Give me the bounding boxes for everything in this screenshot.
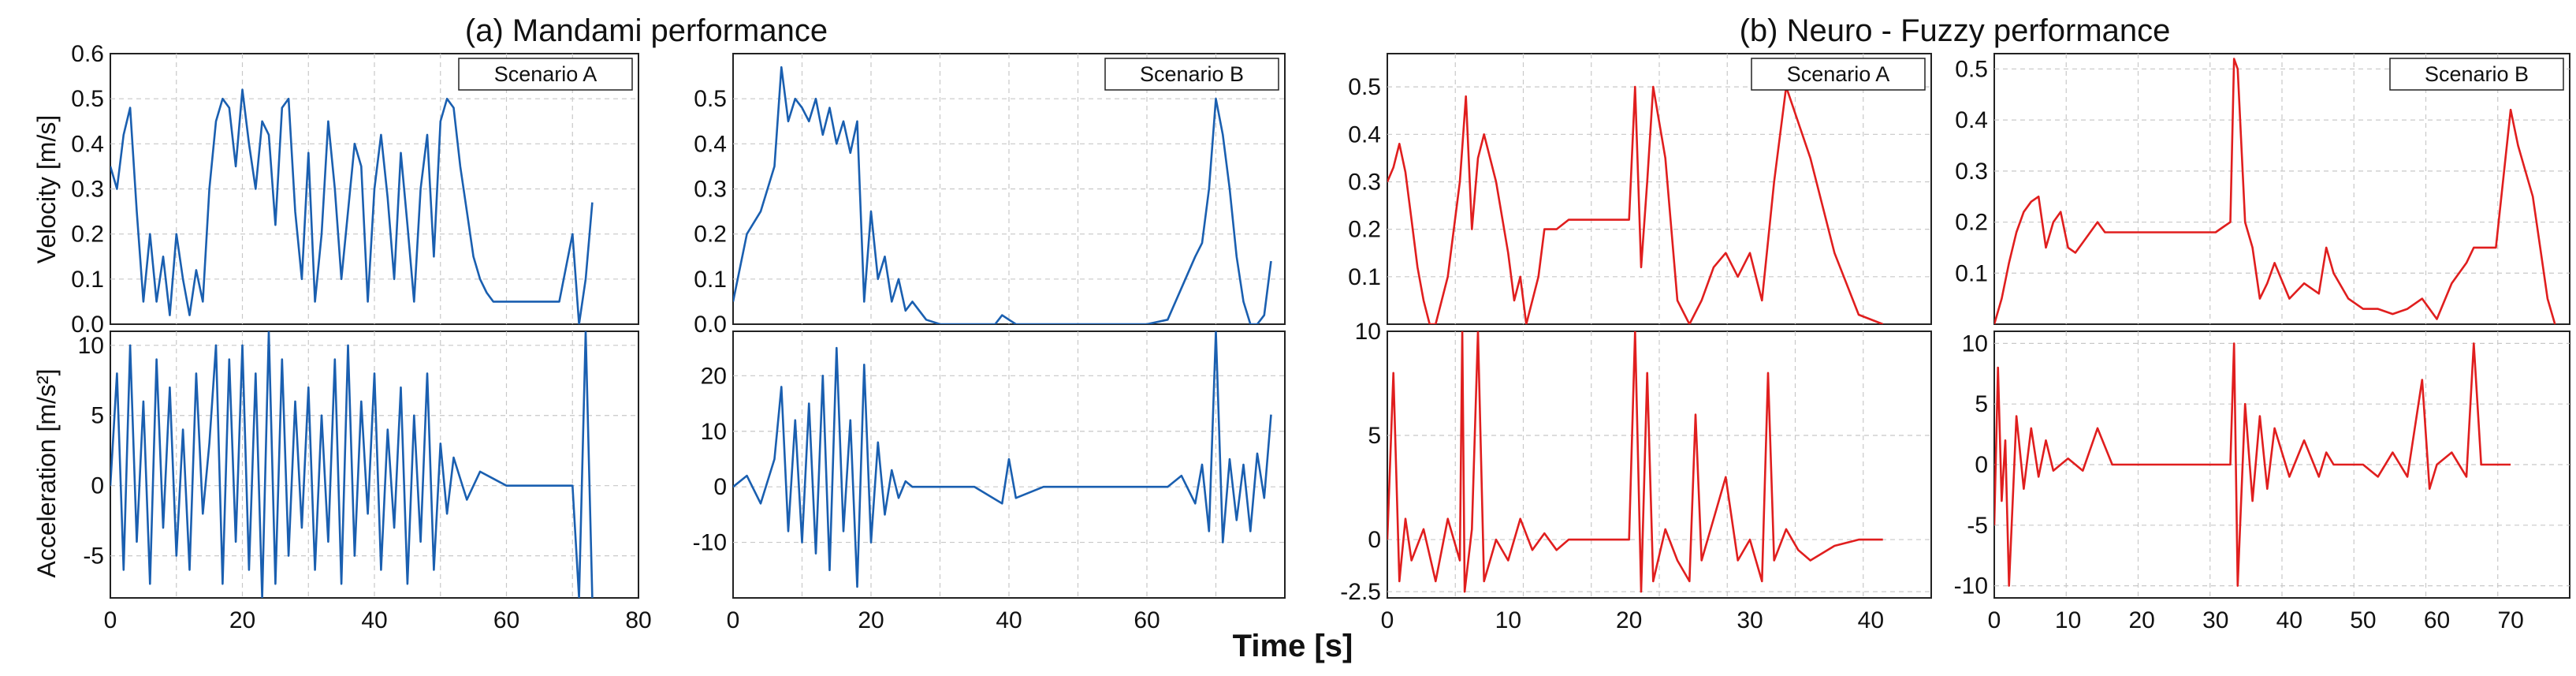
panel-mA_vel: 0.0 0.1 0.2 0.3 0.4 0.5 0.6 Scenario A [71,41,639,338]
ytick-label: 0.6 [71,41,104,67]
xtick-label: 30 [1737,607,1763,633]
ytick-label: 0.4 [1955,107,1988,133]
xtick-label: 30 [2202,607,2228,633]
ytick-label: 0.0 [694,312,727,338]
ytick-label: -5 [83,543,104,570]
legend-label: Scenario A [1787,62,1890,86]
ytick-label: 0 [713,474,727,500]
ytick-label: -5 [1967,513,1988,539]
ytick-label: 0.3 [694,177,727,203]
ytick-label: 5 [91,403,104,429]
xtick-label: 20 [2128,607,2154,633]
series-line-nA_vel [1387,85,1884,324]
shared-xlabel: Time [s] [1233,629,1353,663]
legend-box [458,58,633,91]
ytick-label: 0.3 [1955,159,1988,185]
xtick-label: 0 [1988,607,2001,633]
ytick-label: 10 [78,333,104,359]
ytick-label: 0.3 [1348,169,1381,195]
ytick-label: -10 [693,530,727,556]
ytick-label: 10 [701,419,727,445]
xtick-label: 60 [1134,607,1160,633]
acceleration-ylabel: Acceleration [m/s²] [32,369,61,578]
series-line-mA_vel [110,88,594,324]
xtick-label: 0 [727,607,740,633]
legend-box [1104,58,1279,91]
ytick-label: 0.1 [1348,264,1381,290]
ytick-label: 0.2 [1348,217,1381,243]
series-line-nB_vel [1994,58,2556,324]
xtick-label: 0 [104,607,117,633]
ytick-label: 0.1 [694,267,727,293]
ytick-label: 0.2 [1955,210,1988,236]
legend-label: Scenario A [494,62,597,86]
ytick-label: 5 [1975,391,1988,417]
panel-mB_acc: -10 0 10 20 0 20 40 60 [693,331,1286,633]
xtick-label: 40 [361,607,387,633]
series-line-nA_acc [1387,331,1883,593]
ytick-label: -10 [1954,573,1988,599]
ytick-label: 0 [1975,452,1988,478]
panels: 0.0 0.1 0.2 0.3 0.4 0.5 0.6 Scenario A 0.0 0.1 0.2… [71,41,2570,633]
xtick-label: 40 [996,607,1022,633]
legend-box [1751,58,1926,91]
xtick-label: 40 [2276,607,2302,633]
ytick-label: 10 [1962,331,1988,357]
xtick-label: 60 [2424,607,2450,633]
ytick-label: 0.3 [71,177,104,203]
panel-nB_vel: 0.1 0.2 0.3 0.4 0.5 Scenario B [1955,53,2570,325]
ytick-label: 0.5 [1348,74,1381,100]
xtick-label: 40 [1858,607,1884,633]
xtick-label: 60 [493,607,519,633]
series-line-mB_vel [733,65,1272,324]
panel-mA_acc: -5 0 5 10 0 20 40 60 80 [78,331,652,633]
series-line-mA_acc [110,331,594,598]
xtick-label: 80 [625,607,651,633]
series-line-mB_acc [733,331,1272,588]
series-line-nB_acc [1994,342,2511,587]
velocity-ylabel: Velocity [m/s] [32,115,61,264]
xtick-label: 10 [1495,607,1521,633]
ytick-label: 5 [1368,423,1381,449]
ytick-label: 0 [91,473,104,499]
left-title: (a) Mandami performance [465,13,828,48]
xtick-label: 70 [2497,607,2523,633]
panel-mB_vel: 0.0 0.1 0.2 0.3 0.4 0.5 Scenario B [694,53,1286,338]
panel-nB_acc: -10 -5 0 5 10 0 10 20 30 40 50 60 70 [1954,331,2570,633]
xtick-label: 20 [1616,607,1642,633]
xtick-label: 50 [2350,607,2376,633]
legend-label: Scenario B [2425,62,2529,86]
ytick-label: 0.5 [694,86,727,112]
ytick-label: 0.2 [694,222,727,248]
ytick-label: 0.4 [71,131,104,157]
legend-label: Scenario B [1140,62,1244,86]
xtick-label: 20 [858,607,884,633]
ytick-label: 0.4 [694,131,727,157]
ytick-label: 0.2 [71,222,104,248]
ytick-label: 0.5 [71,86,104,112]
ytick-label: 10 [1355,319,1381,345]
ytick-label: -2.5 [1340,579,1381,605]
ytick-label: 20 [701,363,727,389]
ytick-label: 0.0 [71,312,104,338]
ytick-label: 0.5 [1955,56,1988,82]
ytick-label: 0.4 [1348,121,1381,148]
legend-box [2389,58,2564,91]
panel-nA_vel: 0.1 0.2 0.3 0.4 0.5 Scenario A [1348,53,1932,325]
xtick-label: 0 [1381,607,1394,633]
right-title: (b) Neuro - Fuzzy performance [1740,13,2171,48]
ytick-label: 0 [1368,527,1381,553]
xtick-label: 20 [229,607,255,633]
ytick-label: 0.1 [71,267,104,293]
ytick-label: 0.1 [1955,260,1988,286]
xtick-label: 10 [2055,607,2081,633]
